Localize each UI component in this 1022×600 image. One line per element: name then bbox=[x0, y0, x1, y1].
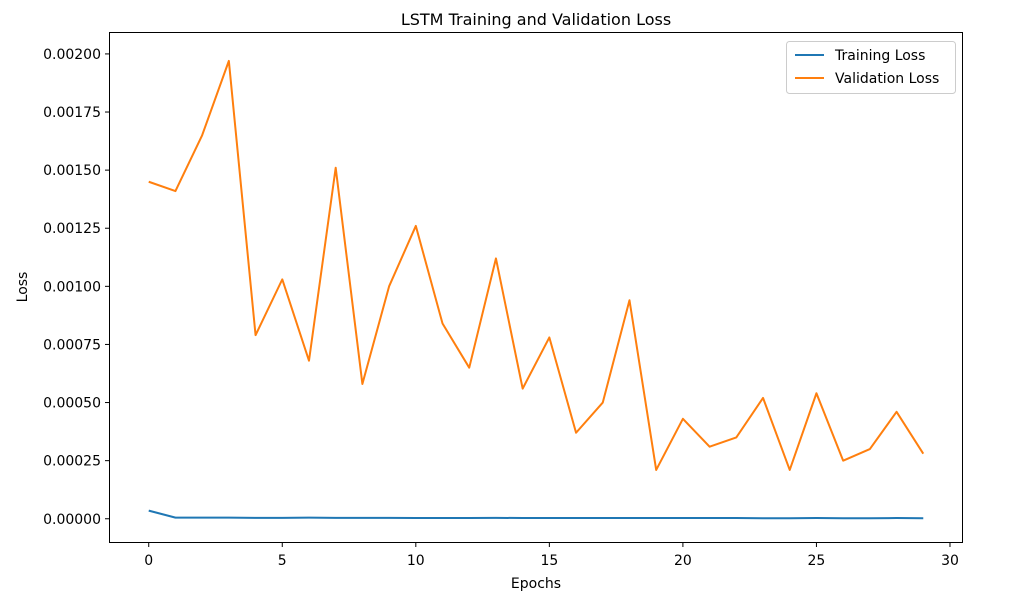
y-tick-label: 0.00050 bbox=[43, 396, 101, 412]
x-tick-label: 10 bbox=[407, 553, 425, 569]
y-axis-label: Loss bbox=[15, 272, 31, 303]
series-line-validation-loss bbox=[148, 59, 925, 471]
x-tick-label: 25 bbox=[808, 553, 826, 569]
x-tick-label: 0 bbox=[144, 553, 153, 569]
x-tick-label: 20 bbox=[674, 553, 692, 569]
plot-frame bbox=[109, 32, 963, 543]
x-tick-label: 30 bbox=[941, 553, 959, 569]
series-lines bbox=[148, 59, 925, 520]
x-tick-label: 5 bbox=[278, 553, 287, 569]
y-tick-label: 0.00075 bbox=[43, 337, 101, 353]
y-tick-label: 0.00100 bbox=[43, 279, 101, 295]
axis-ticks: 0 5 10 15 20 25 30 0.00000 0.00025 0.00050 0.00075… bbox=[43, 47, 959, 569]
x-axis-label: Epochs bbox=[511, 576, 561, 592]
y-tick-label: 0.00150 bbox=[43, 163, 101, 179]
series-line-training-loss bbox=[148, 509, 924, 520]
legend-box bbox=[786, 41, 956, 94]
legend-label-validation-loss: Validation Loss bbox=[835, 71, 939, 87]
y-tick-label: 0.00125 bbox=[43, 221, 101, 237]
chart-title: LSTM Training and Validation Loss bbox=[401, 10, 671, 29]
legend: Training Loss Validation Loss bbox=[786, 41, 956, 94]
x-tick-label: 15 bbox=[540, 553, 558, 569]
legend-label-training-loss: Training Loss bbox=[834, 48, 925, 64]
y-tick-label: 0.00025 bbox=[43, 454, 101, 470]
y-tick-label: 0.00175 bbox=[43, 105, 101, 121]
y-tick-label: 0.00000 bbox=[43, 512, 101, 528]
y-tick-label: 0.00200 bbox=[43, 47, 101, 63]
